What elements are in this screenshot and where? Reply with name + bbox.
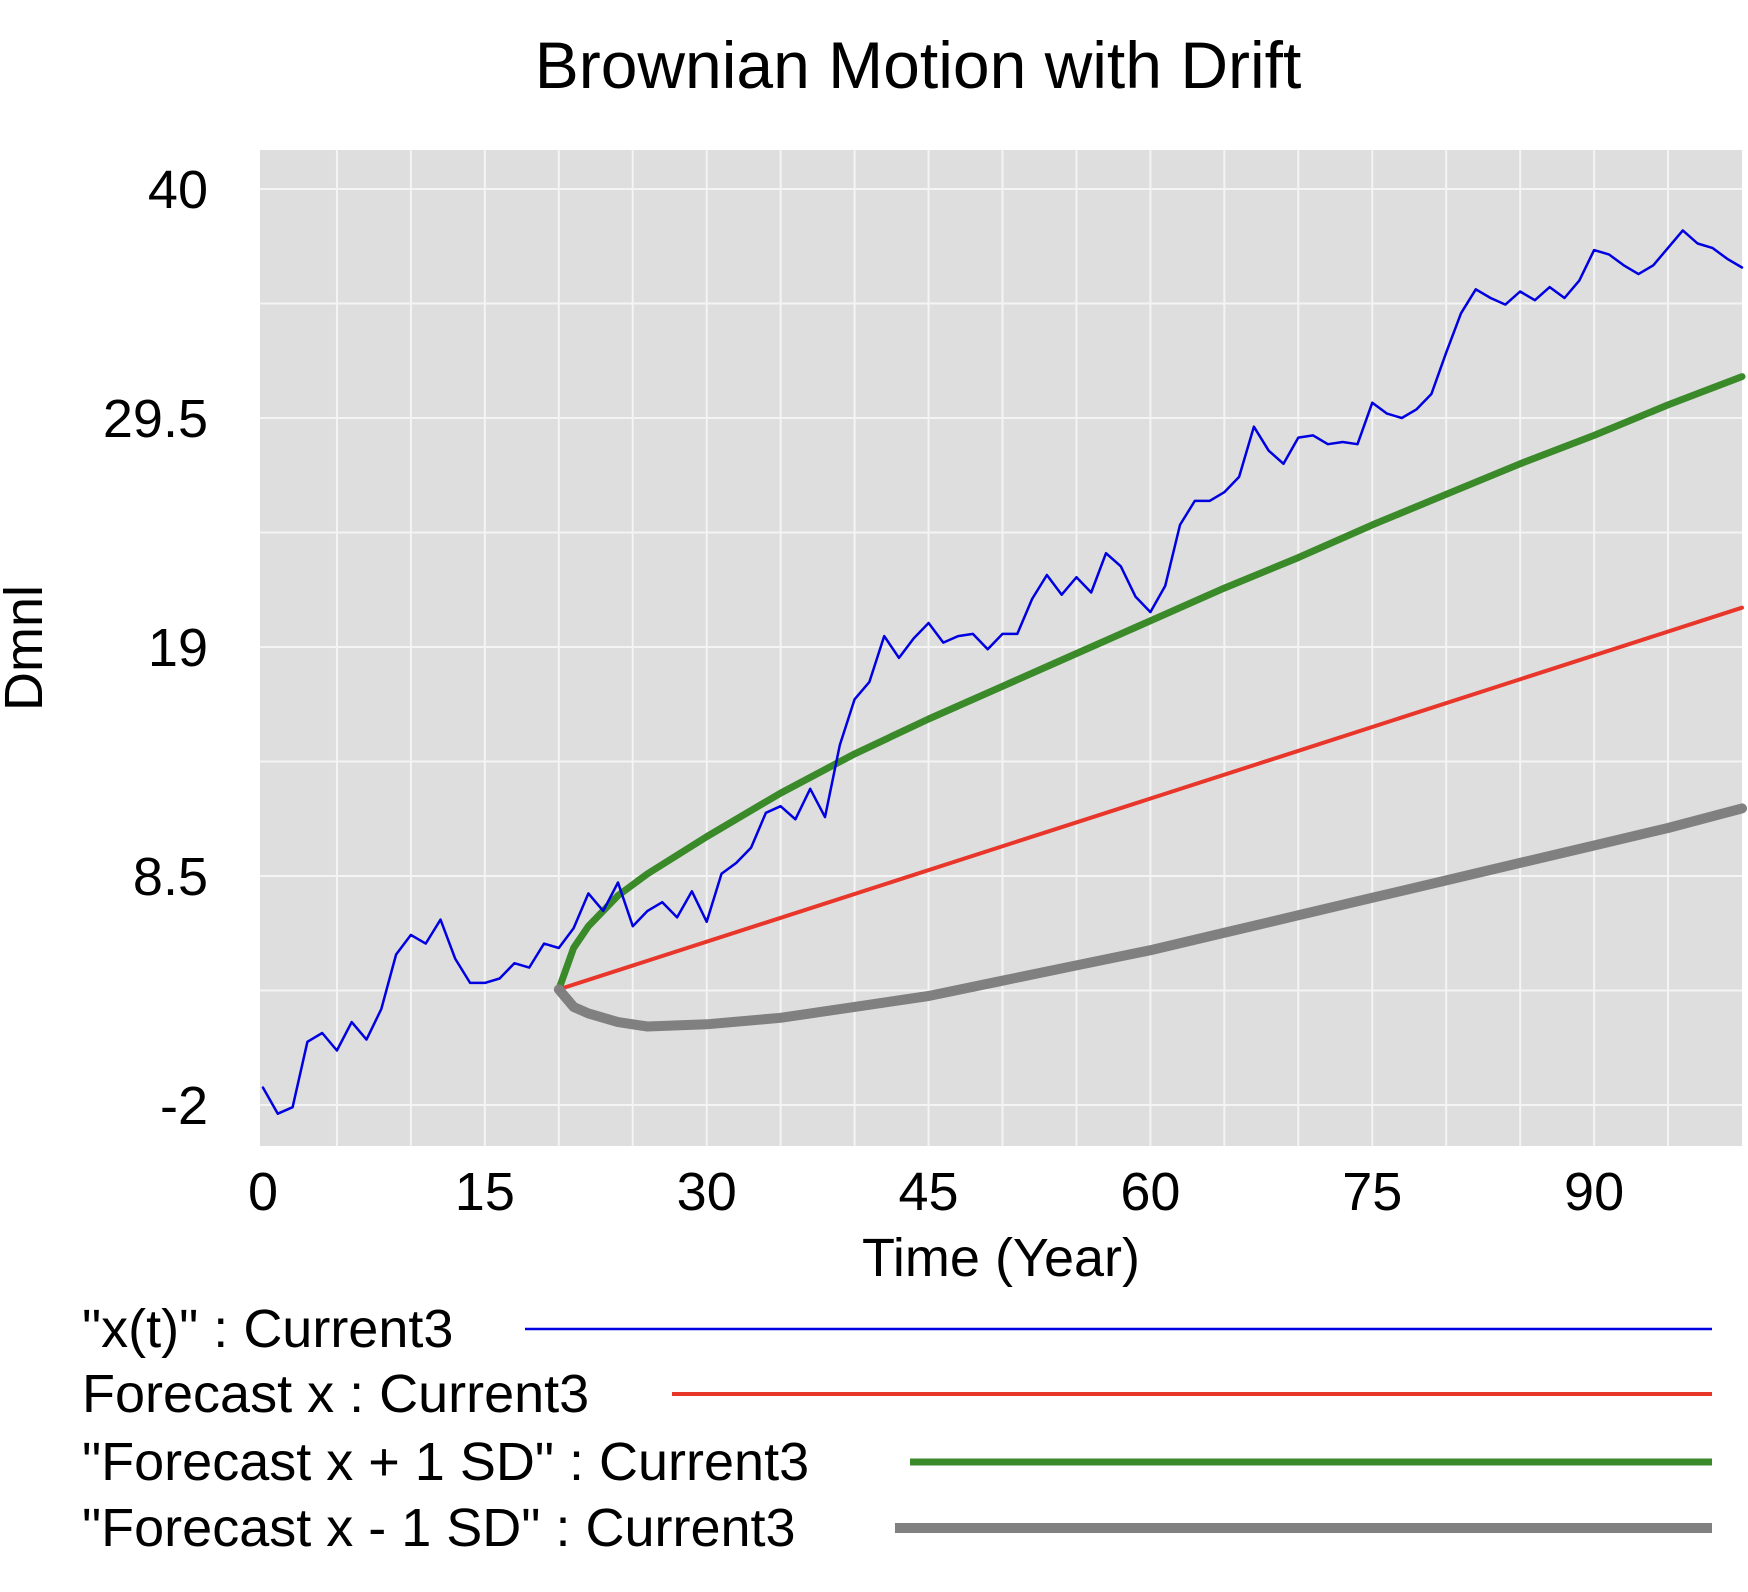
legend-label: Forecast x : Current3	[82, 1364, 589, 1424]
x-tick-label: 30	[677, 1162, 737, 1222]
x-tick-label: 45	[899, 1162, 959, 1222]
legend-label: "Forecast x - 1 SD" : Current3	[82, 1498, 796, 1558]
x-tick-label: 60	[1120, 1162, 1180, 1222]
series-line-1	[556, 605, 1744, 992]
x-axis-ticks: 0 15 30 45 60 75 90	[248, 1162, 1624, 1222]
y-tick-label: 8.5	[133, 847, 208, 907]
grid	[260, 150, 1742, 1146]
series-layer	[261, 229, 1747, 1115]
x-tick-label: 15	[455, 1162, 515, 1222]
y-tick-label: -2	[160, 1076, 208, 1136]
legend-label: "x(t)" : Current3	[82, 1299, 453, 1359]
y-axis-ticks: -2 8.5 19 29.5 40	[103, 160, 208, 1136]
x-tick-label: 90	[1564, 1162, 1624, 1222]
y-tick-label: 40	[148, 160, 208, 220]
chart-title: Brownian Motion with Drift	[535, 28, 1302, 102]
y-tick-label: 19	[148, 618, 208, 678]
x-tick-label: 0	[248, 1162, 278, 1222]
x-axis-label: Time (Year)	[862, 1228, 1140, 1288]
y-axis-label: Dmnl	[0, 585, 54, 711]
series-line-2	[555, 373, 1746, 993]
x-tick-label: 75	[1342, 1162, 1402, 1222]
series-line-0	[261, 229, 1744, 1115]
series-line-3	[553, 803, 1747, 1032]
y-tick-label: 29.5	[103, 389, 208, 449]
legend-label: "Forecast x + 1 SD" : Current3	[82, 1432, 809, 1492]
